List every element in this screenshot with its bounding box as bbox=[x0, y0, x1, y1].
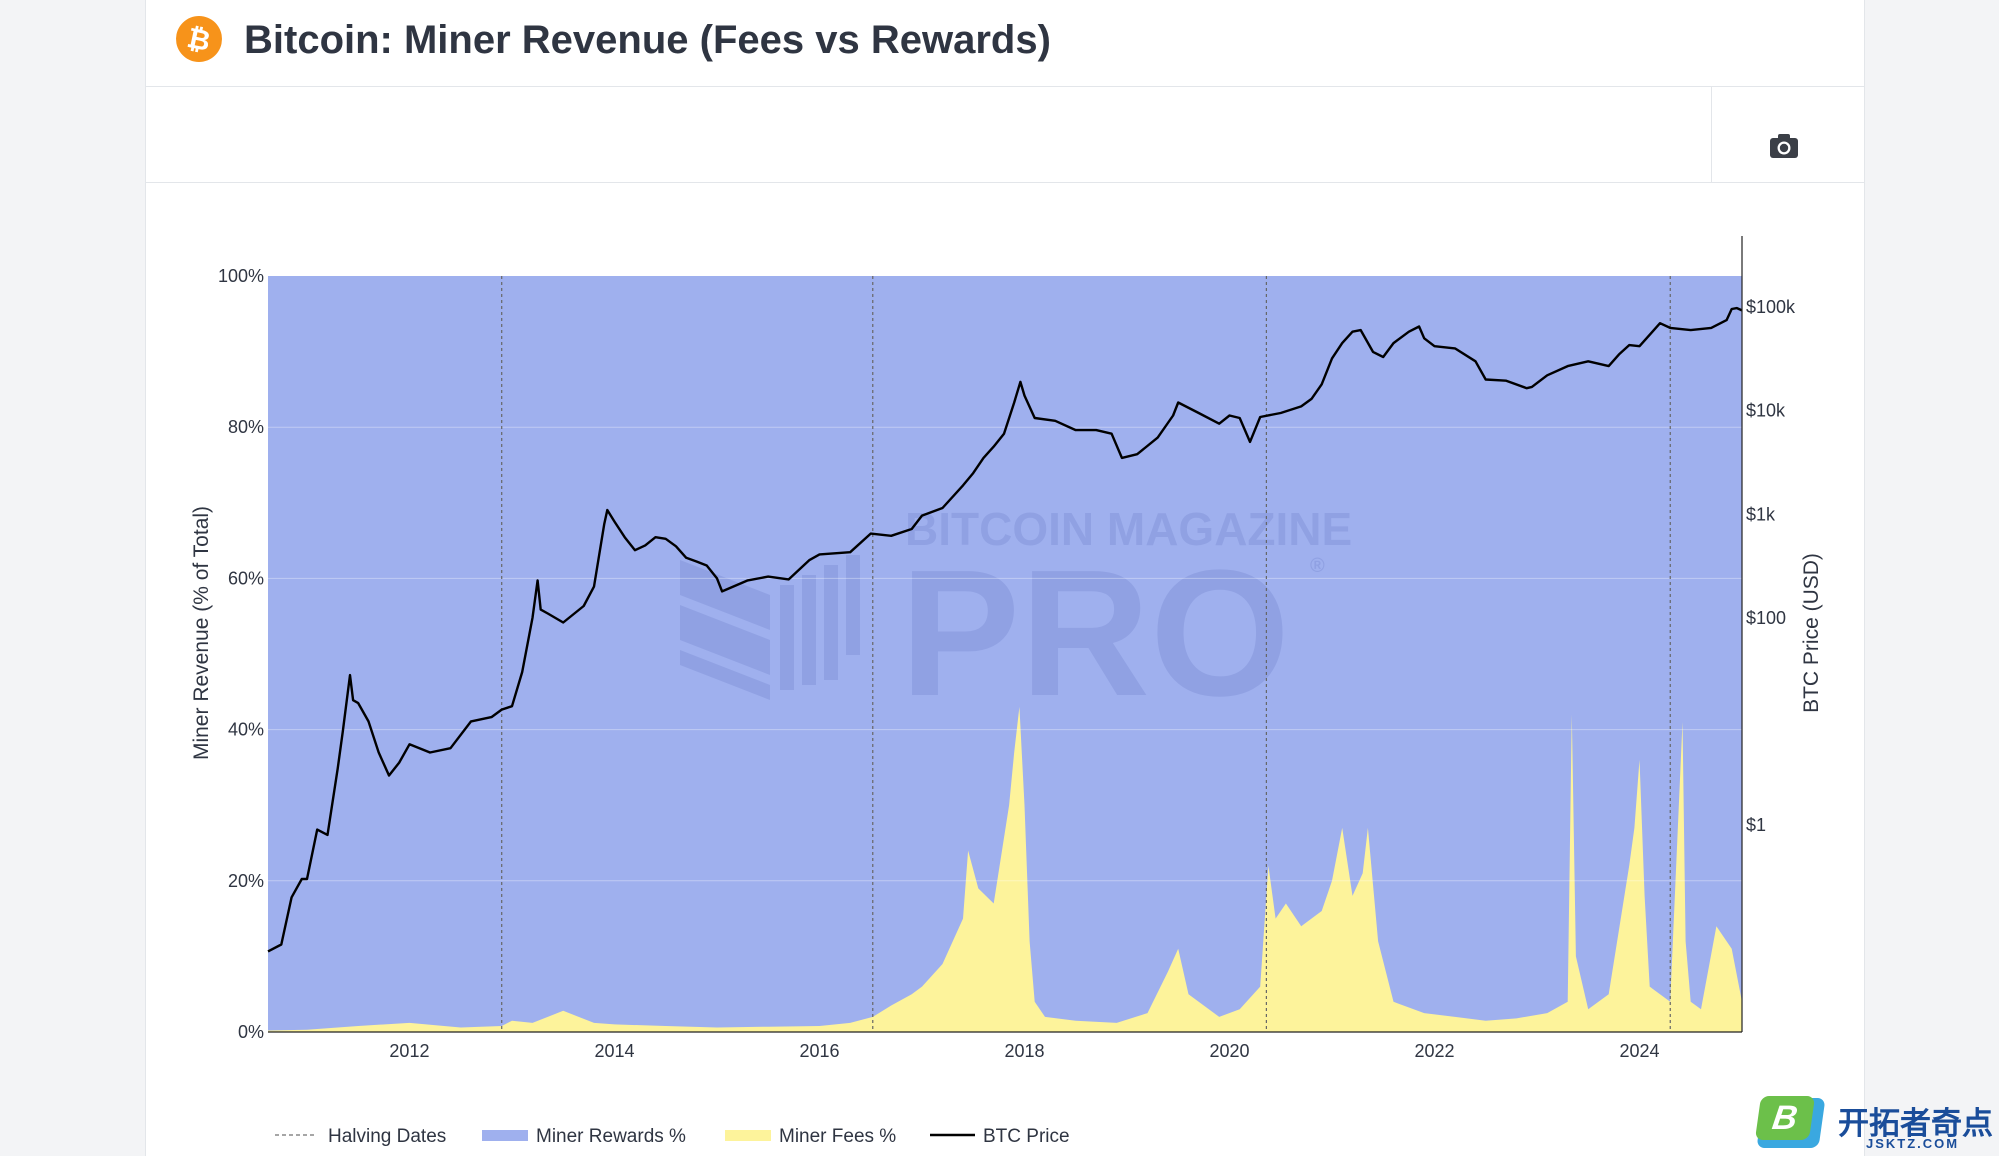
x-tick-label: 2020 bbox=[1209, 1041, 1249, 1061]
left-tick-label: 20% bbox=[228, 871, 264, 891]
x-tick-label: 2014 bbox=[594, 1041, 634, 1061]
chart-header: ₿ Bitcoin: Miner Revenue (Fees vs Reward… bbox=[146, 0, 1864, 87]
watermark-registered: ® bbox=[1310, 555, 1325, 577]
chart-toolbar bbox=[146, 87, 1864, 183]
watermark-line1: BITCOIN MAGAZINE bbox=[905, 503, 1352, 555]
left-axis-title: Miner Revenue (% of Total) bbox=[190, 506, 213, 760]
watermark-emblem bbox=[680, 555, 860, 700]
page-title: Bitcoin: Miner Revenue (Fees vs Rewards) bbox=[244, 18, 1051, 62]
camera-icon[interactable] bbox=[1768, 131, 1800, 161]
toolbar-divider bbox=[1711, 87, 1712, 182]
halving-lines bbox=[501, 276, 1671, 1032]
legend-swatch-fees bbox=[725, 1130, 771, 1141]
x-tick-label: 2012 bbox=[389, 1041, 429, 1061]
left-tick-label: 80% bbox=[228, 417, 264, 437]
left-tick-label: 60% bbox=[228, 568, 264, 588]
fees-area-layer bbox=[268, 706, 1742, 1032]
x-tick-label: 2016 bbox=[799, 1041, 839, 1061]
x-tick-label: 2024 bbox=[1619, 1041, 1659, 1061]
legend-label-rewards: Miner Rewards % bbox=[536, 1126, 686, 1147]
right-tick-label: $1k bbox=[1746, 504, 1776, 524]
legend-item-price[interactable]: BTC Price bbox=[930, 1126, 1070, 1147]
right-tick-label: $1 bbox=[1746, 815, 1766, 835]
btc-price-line bbox=[267, 306, 1743, 953]
right-tick-label: $100k bbox=[1746, 297, 1796, 317]
watermark-line2: PRO bbox=[900, 533, 1290, 734]
fees-area bbox=[268, 706, 1742, 1032]
legend-item-rewards[interactable]: Miner Rewards % bbox=[482, 1126, 686, 1147]
x-tick-label: 2022 bbox=[1414, 1041, 1454, 1061]
legend-item-fees[interactable]: Miner Fees % bbox=[725, 1126, 896, 1147]
legend-item-halving[interactable]: Halving Dates bbox=[275, 1126, 446, 1147]
badge-logo-icon: B bbox=[1754, 1096, 1816, 1140]
left-tick-label: 40% bbox=[228, 720, 264, 740]
x-tick-label: 2018 bbox=[1004, 1041, 1044, 1061]
legend-label-halving: Halving Dates bbox=[328, 1126, 446, 1147]
site-badge: B 开拓者奇点 JSKTZ.COM bbox=[1754, 1096, 1993, 1154]
left-tick-label: 0% bbox=[238, 1022, 264, 1042]
axes: 0% 20% 40% 60% 80% 100% $1 $100 $1k $10k $100k 2012… bbox=[218, 236, 1796, 1061]
badge-text-en: JSKTZ.COM bbox=[1866, 1136, 1960, 1151]
legend-label-fees: Miner Fees % bbox=[779, 1126, 896, 1147]
watermark: BITCOIN MAGAZINE PRO ® bbox=[680, 503, 1352, 734]
price-line-layer bbox=[267, 306, 1743, 953]
legend: Halving Dates Miner Rewards % Miner Fees… bbox=[275, 1126, 1070, 1147]
right-tick-label: $100 bbox=[1746, 608, 1786, 628]
right-axis-title: BTC Price (USD) bbox=[1800, 553, 1823, 713]
left-tick-label: 100% bbox=[218, 266, 264, 286]
badge-text-cn: 开拓者奇点 bbox=[1838, 1106, 1993, 1142]
legend-label-price: BTC Price bbox=[983, 1126, 1070, 1147]
legend-swatch-rewards bbox=[482, 1130, 528, 1141]
right-tick-label: $10k bbox=[1746, 401, 1786, 421]
